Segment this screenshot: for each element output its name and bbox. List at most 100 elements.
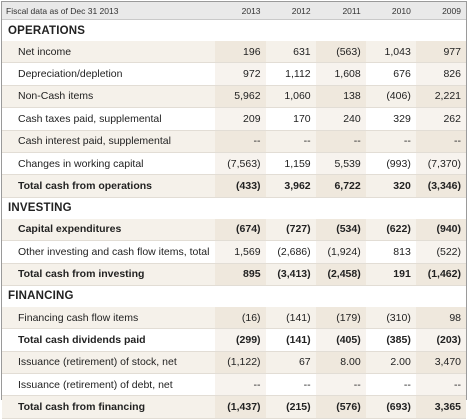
row-value-cell: (1,437) <box>215 395 266 419</box>
row-value-cell: 813 <box>365 240 416 264</box>
row-value-cell: -- <box>315 373 366 397</box>
row-value-cell: 191 <box>365 263 416 286</box>
section-header: FINANCING <box>2 285 466 307</box>
row-value-cell: (385) <box>365 328 416 352</box>
row-value-cell: (141) <box>265 306 316 330</box>
table-row: Non-Cash items 5,962 1,060 138 (406) 2,221 <box>2 85 466 109</box>
row-value-cell: -- <box>215 130 266 153</box>
row-value-cell: 1,608 <box>315 62 366 86</box>
row-value-cell: (215) <box>265 395 316 419</box>
row-value-cell: -- <box>365 373 416 397</box>
row-value-cell: 1,112 <box>265 62 316 86</box>
row-value-cell: 1,159 <box>265 152 316 176</box>
section-title: OPERATIONS <box>2 19 466 41</box>
row-label: Depreciation/depletion <box>2 62 216 86</box>
row-value-cell: 3,470 <box>415 351 466 375</box>
section-title: INVESTING <box>2 197 466 219</box>
row-value-cell: (1,122) <box>215 351 266 375</box>
row-label: Financing cash flow items <box>2 306 216 330</box>
row-value-cell: 8.00 <box>315 351 366 375</box>
row-value-cell: -- <box>415 373 466 397</box>
row-value-cell: (406) <box>365 85 416 109</box>
row-value-cell: 329 <box>365 107 416 131</box>
row-value-cell: -- <box>315 130 366 153</box>
table-row: Other investing and cash flow items, tot… <box>2 240 466 264</box>
row-value-cell: 631 <box>265 41 316 64</box>
row-value-cell: -- <box>265 130 316 153</box>
row-value-cell: 676 <box>365 62 416 86</box>
row-value-cell: 1,569 <box>215 240 266 264</box>
table-row: Issuance (retirement) of debt, net -- -- --… <box>2 373 466 397</box>
row-value-cell: (522) <box>415 240 466 264</box>
row-value-cell: 1,043 <box>365 41 416 64</box>
row-label: Issuance (retirement) of stock, net <box>2 351 216 375</box>
row-label: Total cash dividends paid <box>2 328 216 352</box>
row-label: Changes in working capital <box>2 152 216 176</box>
row-value-cell: 240 <box>315 107 366 131</box>
row-value-cell: (405) <box>315 328 366 352</box>
row-value-cell: 5,539 <box>315 152 366 176</box>
row-value-cell: (7,563) <box>215 152 266 176</box>
year-header-2010: 2010 <box>365 2 416 20</box>
year-header-2011: 2011 <box>315 2 366 20</box>
row-value-cell: 2,221 <box>415 85 466 109</box>
row-value-cell: 977 <box>415 41 466 64</box>
table-row: Total cash from investing 895 (3,413) (2,45… <box>2 263 466 286</box>
row-value-cell: 170 <box>265 107 316 131</box>
row-value-cell: (674) <box>215 218 266 242</box>
row-value-cell: (534) <box>315 218 366 242</box>
row-value-cell: (940) <box>415 218 466 242</box>
row-value-cell: (622) <box>365 218 416 242</box>
table-row: Net income 196 631 (563) 1,043 977 <box>2 41 466 64</box>
row-value-cell: (576) <box>315 395 366 419</box>
row-value-cell: -- <box>365 130 416 153</box>
row-label: Total cash from operations <box>2 174 216 198</box>
row-value-cell: (310) <box>365 306 416 330</box>
row-value-cell: (693) <box>365 395 416 419</box>
row-label: Total cash from investing <box>2 263 216 286</box>
row-value-cell: (1,462) <box>415 263 466 286</box>
row-value-cell: (2,686) <box>265 240 316 264</box>
fiscal-data-label: Fiscal data as of Dec 31 2013 <box>2 2 216 20</box>
row-label: Capital expenditures <box>2 218 216 242</box>
row-label: Total cash from financing <box>2 395 216 419</box>
row-value-cell: (203) <box>415 328 466 352</box>
row-value-cell: (727) <box>265 218 316 242</box>
row-value-cell: 3,962 <box>265 174 316 198</box>
row-value-cell: (2,458) <box>315 263 366 286</box>
row-value-cell: -- <box>215 373 266 397</box>
row-value-cell: (3,413) <box>265 263 316 286</box>
row-value-cell: 138 <box>315 85 366 109</box>
row-value-cell: (179) <box>315 306 366 330</box>
table-row: Total cash dividends paid (299) (141) (405)… <box>2 328 466 352</box>
row-value-cell: 67 <box>265 351 316 375</box>
row-label: Net income <box>2 41 216 64</box>
row-label: Non-Cash items <box>2 85 216 109</box>
row-label: Other investing and cash flow items, tot… <box>2 240 216 264</box>
row-label: Issuance (retirement) of debt, net <box>2 373 216 397</box>
table-header-row: Fiscal data as of Dec 31 2013 2013 2012 … <box>2 2 466 20</box>
row-value-cell: -- <box>265 373 316 397</box>
row-value-cell: (299) <box>215 328 266 352</box>
table-row: Total cash from operations (433) 3,962 6,72… <box>2 174 466 198</box>
row-value-cell: -- <box>415 130 466 153</box>
table-row: Issuance (retirement) of stock, net (1,12… <box>2 351 466 375</box>
row-value-cell: 98 <box>415 306 466 330</box>
year-header-2013: 2013 <box>215 2 266 20</box>
row-value-cell: 6,722 <box>315 174 366 198</box>
row-value-cell: 320 <box>365 174 416 198</box>
row-value-cell: (1,924) <box>315 240 366 264</box>
row-value-cell: 2.00 <box>365 351 416 375</box>
row-value-cell: 1,060 <box>265 85 316 109</box>
row-value-cell: (16) <box>215 306 266 330</box>
section-header: INVESTING <box>2 197 466 219</box>
row-value-cell: 196 <box>215 41 266 64</box>
row-value-cell: 209 <box>215 107 266 131</box>
row-label: Cash interest paid, supplemental <box>2 130 216 153</box>
row-label: Cash taxes paid, supplemental <box>2 107 216 131</box>
year-header-2009: 2009 <box>415 2 466 20</box>
table-row: Total cash from financing (1,437) (215) (57… <box>2 395 466 419</box>
